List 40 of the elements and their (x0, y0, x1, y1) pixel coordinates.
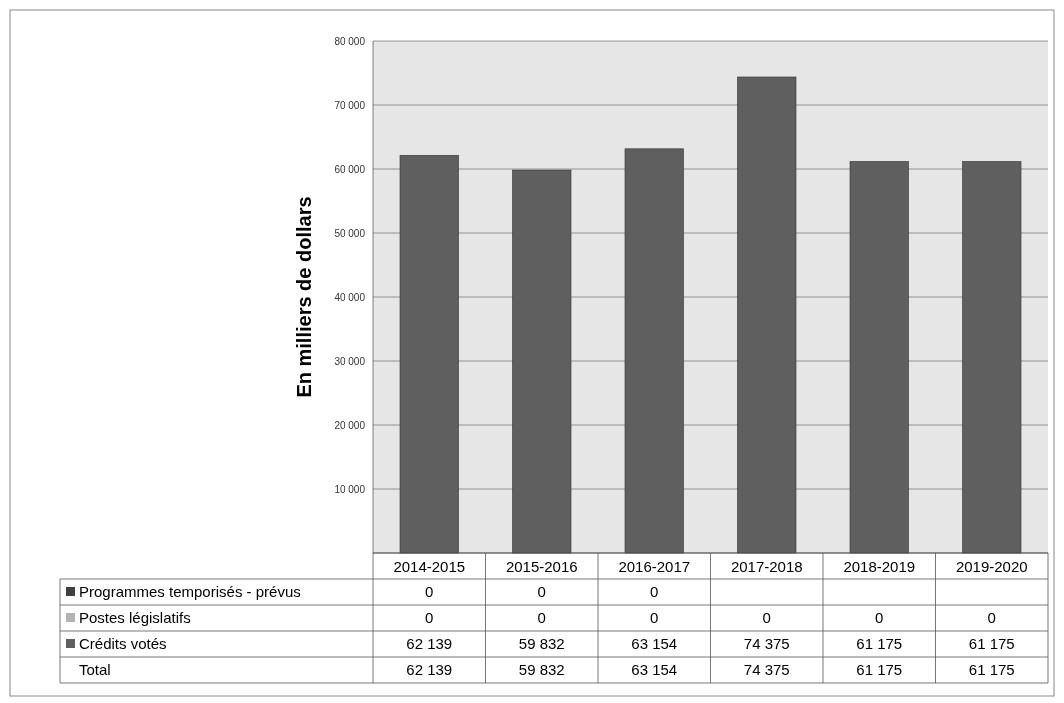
text: 61 175 (968, 661, 1015, 679)
x-tick-label: 2016-2017 (618, 558, 691, 576)
data-label: 0 (537, 583, 546, 601)
legend-label: Programmes temporisés - prévus (79, 583, 301, 601)
x-tick-label: 2017-2018 (730, 558, 803, 576)
data-label: 0 (987, 609, 996, 627)
data-label: 0 (425, 609, 434, 627)
y-tick-label: 30 000 (334, 355, 366, 367)
data-label: 61 175 (968, 635, 1015, 653)
y-tick-label: 60 000 (334, 163, 366, 175)
data-label: 0 (537, 609, 546, 627)
data-label: 62 139 (406, 635, 453, 653)
data-label: 0 (875, 609, 884, 627)
text: 59 832 (518, 661, 565, 679)
data-label: 61 175 (856, 635, 903, 653)
text: 62 139 (406, 661, 453, 679)
y-tick-label: 80 000 (334, 35, 366, 47)
text: Total (79, 661, 111, 679)
data-label: 59 832 (518, 635, 565, 653)
data-label: 0 (762, 609, 771, 627)
y-tick-label: 70 000 (334, 99, 366, 111)
y-axis-title: En milliers de dollars (293, 196, 315, 398)
x-tick-label: 2015-2016 (505, 558, 578, 576)
y-tick-label: 40 000 (334, 291, 366, 303)
text: 63 154 (631, 661, 678, 679)
x-tick-label: 2019-2020 (955, 558, 1028, 576)
y-tick-label: 20 000 (334, 419, 366, 431)
data-label: 0 (425, 583, 434, 601)
text: 74 375 (743, 661, 790, 679)
legend-label: Postes législatifs (79, 609, 191, 627)
legend-label: Crédits votés (79, 635, 167, 653)
x-tick-label: 2014-2015 (393, 558, 466, 576)
y-tick-label: 10 000 (334, 483, 366, 495)
data-label: 63 154 (631, 635, 678, 653)
data-label: 0 (650, 583, 659, 601)
text: 61 175 (856, 661, 903, 679)
data-label: 74 375 (743, 635, 790, 653)
data-label: 0 (650, 609, 659, 627)
x-tick-label: 2018-2019 (843, 558, 916, 576)
y-tick-label: 50 000 (334, 227, 366, 239)
